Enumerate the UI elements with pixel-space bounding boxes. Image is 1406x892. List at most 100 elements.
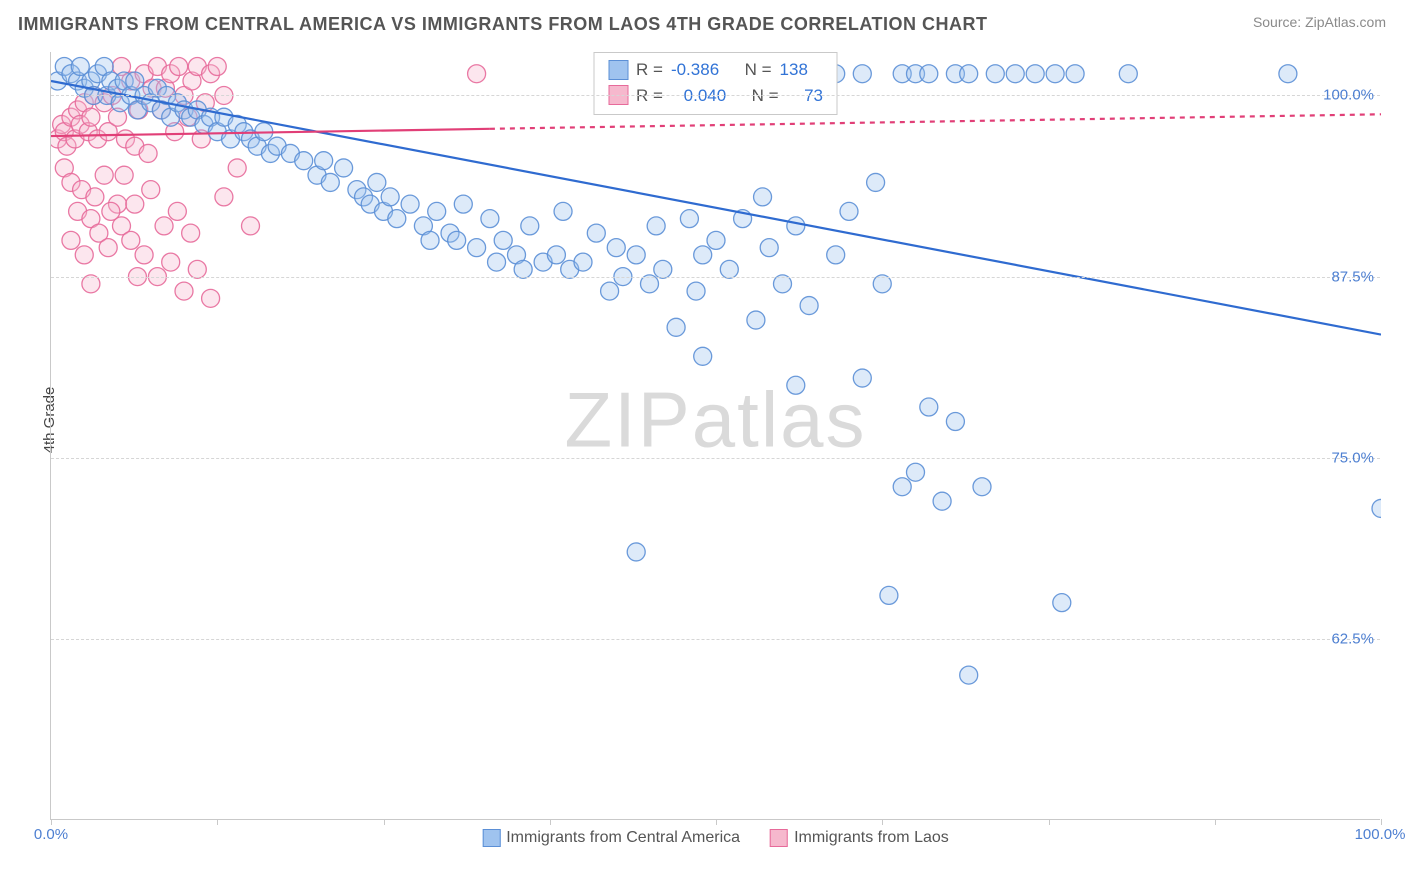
data-point xyxy=(421,231,439,249)
data-point xyxy=(1053,594,1071,612)
data-point xyxy=(867,173,885,191)
data-point xyxy=(488,253,506,271)
data-point xyxy=(607,239,625,257)
data-point xyxy=(468,65,486,83)
x-tick xyxy=(1381,819,1382,825)
data-point xyxy=(122,231,140,249)
data-point xyxy=(170,57,188,75)
data-point xyxy=(554,202,572,220)
data-point xyxy=(574,253,592,271)
data-point xyxy=(1006,65,1024,83)
data-point xyxy=(754,188,772,206)
data-point xyxy=(454,195,472,213)
data-point xyxy=(747,311,765,329)
gridline xyxy=(51,95,1380,96)
gridline xyxy=(51,277,1380,278)
data-point xyxy=(75,246,93,264)
x-tick xyxy=(384,819,385,825)
data-point xyxy=(687,282,705,300)
data-point xyxy=(946,413,964,431)
source-attribution: Source: ZipAtlas.com xyxy=(1253,14,1386,30)
data-point xyxy=(680,210,698,228)
data-point xyxy=(601,282,619,300)
data-point xyxy=(381,188,399,206)
data-point xyxy=(315,152,333,170)
data-point xyxy=(99,239,117,257)
data-point xyxy=(1372,499,1381,517)
data-point xyxy=(162,253,180,271)
data-point xyxy=(587,224,605,242)
data-point xyxy=(175,282,193,300)
data-point xyxy=(627,246,645,264)
trend-line xyxy=(51,81,1381,335)
stats-row-blue: R = -0.386 N = 138 xyxy=(608,57,823,83)
x-axis-max-label: 100.0% xyxy=(1355,826,1406,843)
x-tick xyxy=(217,819,218,825)
data-point xyxy=(973,478,991,496)
data-point xyxy=(321,173,339,191)
x-tick xyxy=(51,819,52,825)
data-point xyxy=(920,65,938,83)
data-point xyxy=(667,318,685,336)
data-point xyxy=(182,224,200,242)
data-point xyxy=(960,65,978,83)
data-point xyxy=(168,202,186,220)
data-point xyxy=(787,376,805,394)
scatter-plot: ZIPatlas R = -0.386 N = 138 R = 0.040 N … xyxy=(50,52,1380,820)
data-point xyxy=(368,173,386,191)
data-point xyxy=(1026,65,1044,83)
data-point xyxy=(428,202,446,220)
data-point xyxy=(853,65,871,83)
data-point xyxy=(142,181,160,199)
legend: Immigrants from Central America Immigran… xyxy=(482,829,949,847)
data-point xyxy=(115,166,133,184)
data-point xyxy=(907,463,925,481)
data-point xyxy=(760,239,778,257)
data-point xyxy=(135,246,153,264)
data-point xyxy=(627,543,645,561)
data-point xyxy=(242,217,260,235)
data-point xyxy=(448,231,466,249)
data-point xyxy=(694,246,712,264)
gridline xyxy=(51,639,1380,640)
data-point xyxy=(86,188,104,206)
data-point xyxy=(986,65,1004,83)
data-point xyxy=(494,231,512,249)
data-point xyxy=(215,188,233,206)
x-axis-min-label: 0.0% xyxy=(34,826,68,843)
data-point xyxy=(155,217,173,235)
x-tick xyxy=(716,819,717,825)
data-point xyxy=(1119,65,1137,83)
data-point xyxy=(800,297,818,315)
legend-item-pink: Immigrants from Laos xyxy=(770,829,949,847)
data-point xyxy=(1046,65,1064,83)
data-point xyxy=(920,398,938,416)
data-point xyxy=(933,492,951,510)
data-point xyxy=(62,231,80,249)
correlation-stats-box: R = -0.386 N = 138 R = 0.040 N = 73 xyxy=(593,52,838,115)
y-tick-label: 75.0% xyxy=(1331,449,1374,466)
trend-line xyxy=(490,114,1381,128)
chart-title: IMMIGRANTS FROM CENTRAL AMERICA VS IMMIG… xyxy=(18,14,987,35)
plot-svg xyxy=(51,52,1381,820)
data-point xyxy=(335,159,353,177)
data-point xyxy=(208,57,226,75)
data-point xyxy=(102,202,120,220)
data-point xyxy=(388,210,406,228)
y-tick-label: 62.5% xyxy=(1331,630,1374,647)
data-point xyxy=(95,166,113,184)
data-point xyxy=(228,159,246,177)
data-point xyxy=(707,231,725,249)
data-point xyxy=(827,246,845,264)
gridline xyxy=(51,458,1380,459)
data-point xyxy=(126,195,144,213)
data-point xyxy=(694,347,712,365)
y-tick-label: 87.5% xyxy=(1331,268,1374,285)
data-point xyxy=(139,144,157,162)
data-point xyxy=(880,586,898,604)
x-tick xyxy=(882,819,883,825)
x-tick xyxy=(1215,819,1216,825)
legend-item-blue: Immigrants from Central America xyxy=(482,829,740,847)
data-point xyxy=(401,195,419,213)
data-point xyxy=(547,246,565,264)
